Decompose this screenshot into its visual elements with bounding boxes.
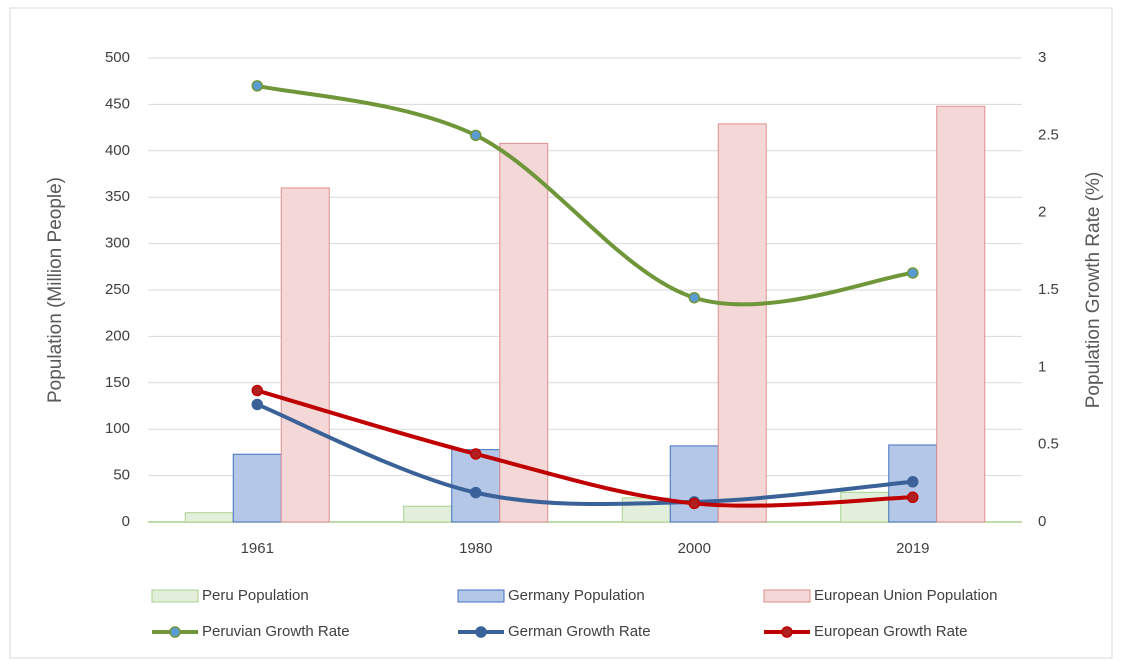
y-axis-label: Population (Million People): [45, 177, 66, 403]
bar: [280, 187, 330, 523]
y-tick-label: 450: [105, 95, 130, 112]
line-marker: [688, 291, 700, 304]
y-tick-label: 350: [105, 188, 130, 205]
legend-marker: [475, 626, 487, 638]
bar: [184, 512, 234, 523]
bar: [936, 105, 986, 523]
y-tick-label: 500: [105, 49, 130, 66]
x-tick-label: 1961: [241, 540, 274, 557]
chart-border: [9, 7, 1113, 659]
line-marker: [251, 398, 263, 411]
legend-swatch: [151, 589, 199, 603]
legend-label: German Growth Rate: [508, 623, 651, 640]
y-tick-label: 200: [105, 327, 130, 344]
y2-tick-label: 2.5: [1038, 126, 1059, 143]
y2-tick-label: 0.5: [1038, 436, 1059, 453]
legend-marker: [169, 626, 181, 638]
legend-label: European Growth Rate: [814, 623, 967, 640]
bar: [403, 505, 453, 523]
y2-tick-label: 0: [1038, 513, 1046, 530]
line-marker: [688, 497, 700, 510]
legend-marker: [781, 626, 793, 638]
legend-swatch: [457, 589, 505, 603]
y-tick-label: 400: [105, 142, 130, 159]
bar: [717, 123, 767, 523]
y2-tick-label: 2: [1038, 204, 1046, 221]
x-tick-label: 2019: [896, 540, 929, 557]
legend-label: European Union Population: [814, 587, 997, 604]
x-tick-label: 2000: [678, 540, 711, 557]
y-tick-label: 0: [122, 513, 130, 530]
line-marker: [907, 476, 919, 488]
line-marker: [470, 486, 482, 499]
y-tick-label: 300: [105, 235, 130, 252]
line-marker: [470, 129, 482, 142]
x-tick-label: 1980: [459, 540, 492, 557]
line: [256, 388, 913, 508]
bar: [232, 453, 282, 523]
bar: [840, 491, 890, 523]
y2-tick-label: 3: [1038, 49, 1046, 66]
legend-label: Peru Population: [202, 587, 309, 604]
y-tick-label: 150: [105, 374, 130, 391]
y-tick-label: 50: [113, 467, 130, 484]
y-tick-label: 100: [105, 420, 130, 437]
legend-label: Germany Population: [508, 587, 645, 604]
y2-tick-label: 1: [1038, 358, 1046, 375]
line-marker: [251, 80, 263, 92]
line: [256, 402, 913, 507]
y2-tick-label: 1.5: [1038, 281, 1059, 298]
line-marker: [251, 384, 263, 397]
y-tick-label: 250: [105, 281, 130, 298]
y2-axis-label: Population Growth Rate (%): [1083, 172, 1104, 409]
legend-label: Peruvian Growth Rate: [202, 623, 350, 640]
legend-swatch: [763, 589, 811, 603]
line-marker: [907, 267, 919, 279]
line: [256, 83, 913, 307]
bar: [499, 142, 549, 523]
line-marker: [470, 448, 482, 460]
bar: [451, 449, 501, 523]
line-marker: [907, 491, 919, 504]
bar: [669, 445, 719, 523]
